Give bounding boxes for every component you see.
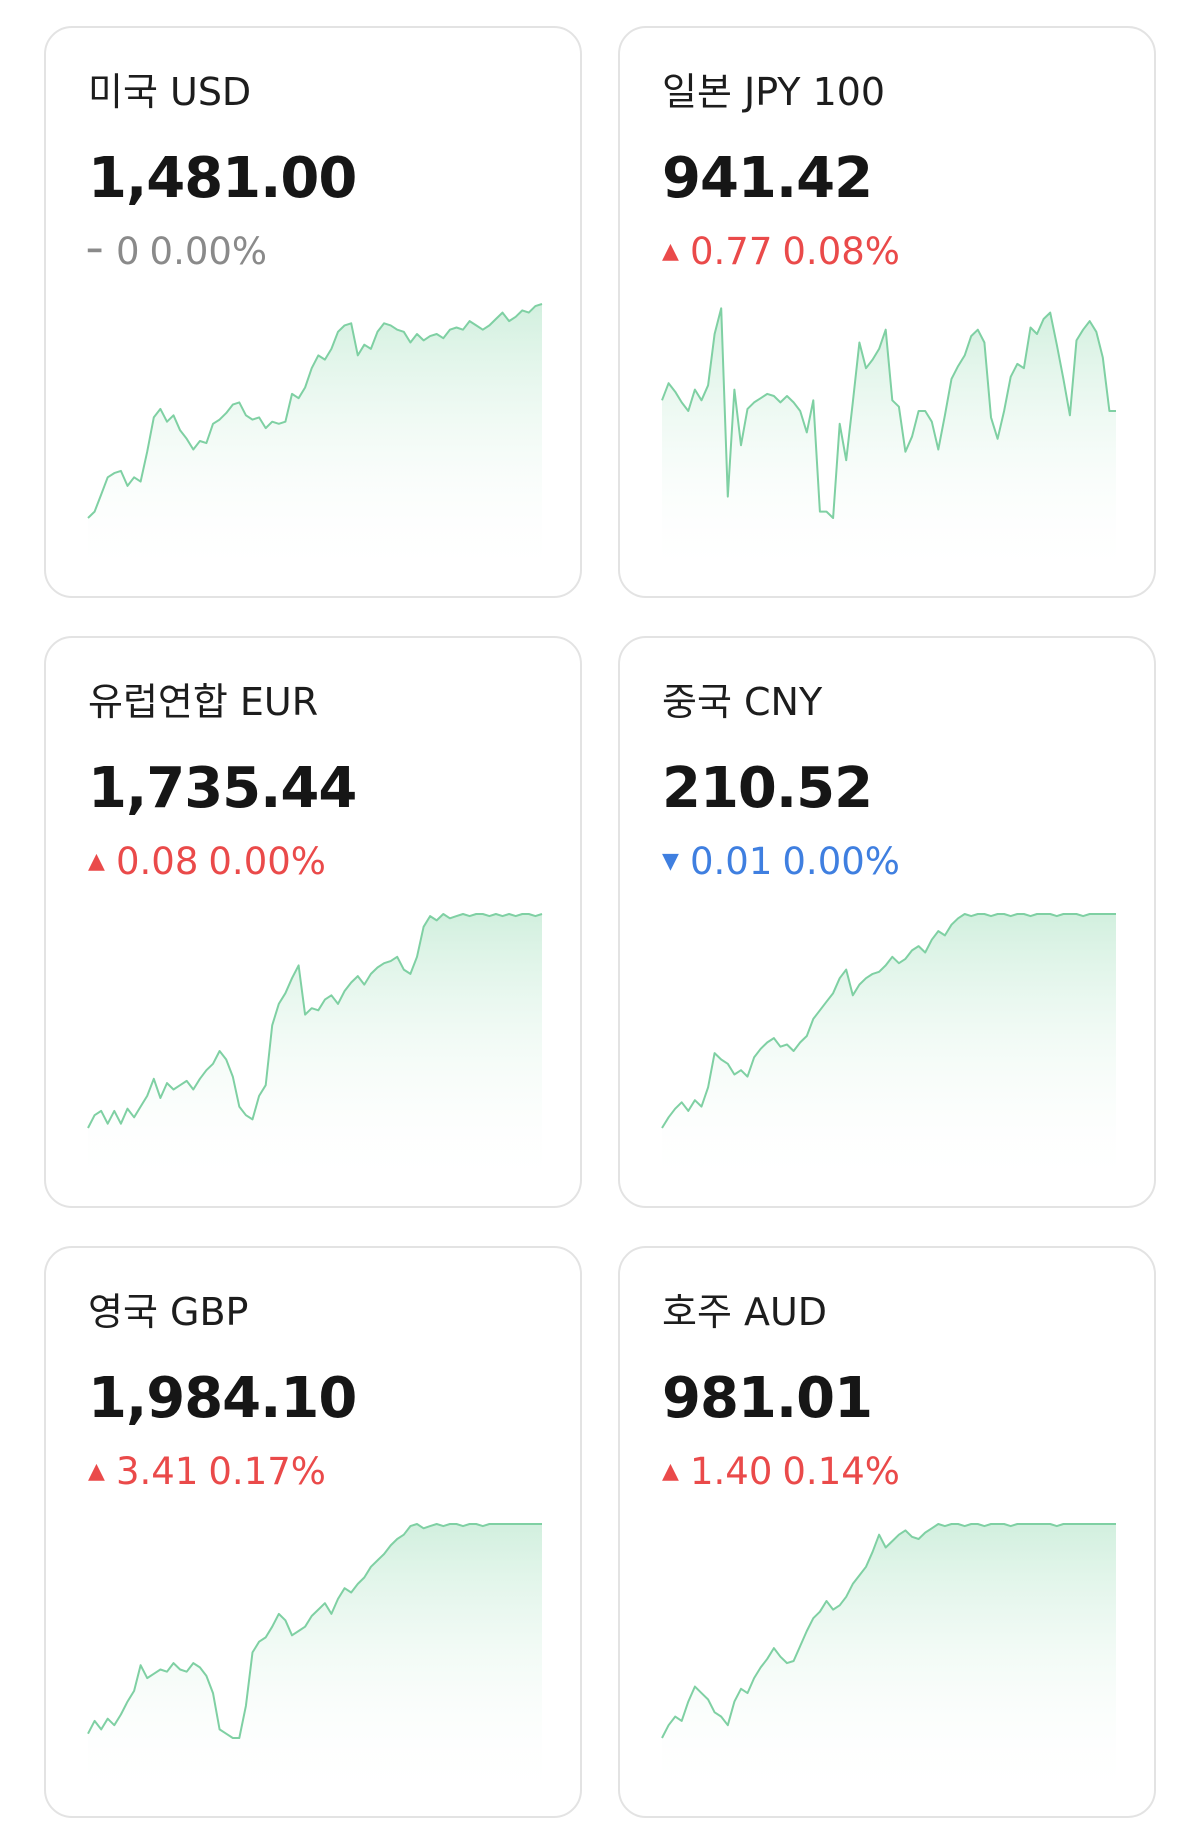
currency-card-usd[interactable]: 미국 USD 1,481.00 ━ 0 0.00% — [44, 26, 582, 598]
currency-name: 유럽연합 EUR — [88, 680, 319, 724]
change-percent: 0.17% — [208, 1450, 326, 1493]
currency-card-eur[interactable]: 유럽연합 EUR 1,735.44 ▲ 0.08 0.00% — [44, 636, 582, 1208]
change-percent: 0.14% — [782, 1450, 900, 1493]
currency-change: ▲ 1.40 0.14% — [662, 1448, 900, 1496]
sparkline-chart — [87, 303, 543, 580]
currency-rate: 941.42 — [662, 146, 873, 211]
currency-name: 호주 AUD — [662, 1290, 828, 1334]
currency-change: ▼ 0.01 0.00% — [662, 838, 900, 886]
currency-name: 영국 GBP — [88, 1290, 249, 1334]
currency-change: ▲ 3.41 0.17% — [88, 1448, 326, 1496]
currency-card-aud[interactable]: 호주 AUD 981.01 ▲ 1.40 0.14% — [618, 1246, 1156, 1818]
sparkline-chart — [661, 307, 1116, 580]
change-amount: 0 — [116, 230, 140, 273]
sparkline-area — [88, 304, 542, 580]
sparkline-chart — [661, 1523, 1116, 1800]
sparkline-line — [87, 1523, 542, 1739]
currency-change: ▲ 0.08 0.00% — [88, 838, 326, 886]
currency-card-jpy[interactable]: 일본 JPY 100 941.42 ▲ 0.77 0.08% — [618, 26, 1156, 598]
currency-name: 중국 CNY — [662, 680, 823, 724]
currency-rate: 1,984.10 — [88, 1366, 357, 1431]
currency-change: ▲ 0.77 0.08% — [662, 228, 900, 276]
sparkline-line — [87, 303, 543, 519]
sparkline-area — [88, 1524, 542, 1800]
sparkline-line — [661, 307, 1116, 519]
change-percent: 0.00% — [149, 230, 268, 273]
sparkline-line — [87, 913, 543, 1129]
currency-card-cny[interactable]: 중국 CNY 210.52 ▼ 0.01 0.00% — [618, 636, 1156, 1208]
currency-name: 미국 USD — [88, 70, 252, 114]
triangle-up-icon: ▲ — [88, 849, 105, 874]
dash-icon: ━ — [88, 239, 102, 264]
currency-card-gbp[interactable]: 영국 GBP 1,984.10 ▲ 3.41 0.17% — [44, 1246, 582, 1818]
sparkline-chart — [87, 913, 543, 1190]
sparkline-area — [662, 1524, 1116, 1800]
currency-rate: 981.01 — [662, 1366, 873, 1431]
sparkline-area — [662, 308, 1116, 580]
triangle-down-icon: ▼ — [662, 849, 679, 874]
sparkline-chart — [87, 1523, 542, 1800]
change-amount: 1.40 — [690, 1450, 773, 1493]
change-amount: 0.01 — [690, 840, 773, 883]
sparkline-area — [88, 914, 542, 1190]
change-percent: 0.00% — [208, 840, 326, 883]
currency-rate: 1,481.00 — [88, 146, 357, 211]
change-percent: 0.08% — [782, 230, 900, 273]
sparkline-area — [662, 914, 1116, 1190]
triangle-up-icon: ▲ — [88, 1459, 105, 1484]
sparkline-line — [661, 913, 1116, 1129]
currency-rate: 210.52 — [662, 756, 873, 821]
sparkline-chart — [661, 913, 1116, 1190]
triangle-up-icon: ▲ — [662, 1459, 679, 1484]
currency-rate: 1,735.44 — [88, 756, 357, 821]
triangle-up-icon: ▲ — [662, 239, 679, 264]
currency-name: 일본 JPY 100 — [662, 70, 886, 114]
change-amount: 3.41 — [116, 1450, 199, 1493]
sparkline-line — [661, 1523, 1116, 1739]
currency-change: ━ 0 0.00% — [88, 228, 267, 276]
change-percent: 0.00% — [782, 840, 900, 883]
change-amount: 0.08 — [116, 840, 199, 883]
change-amount: 0.77 — [690, 230, 773, 273]
